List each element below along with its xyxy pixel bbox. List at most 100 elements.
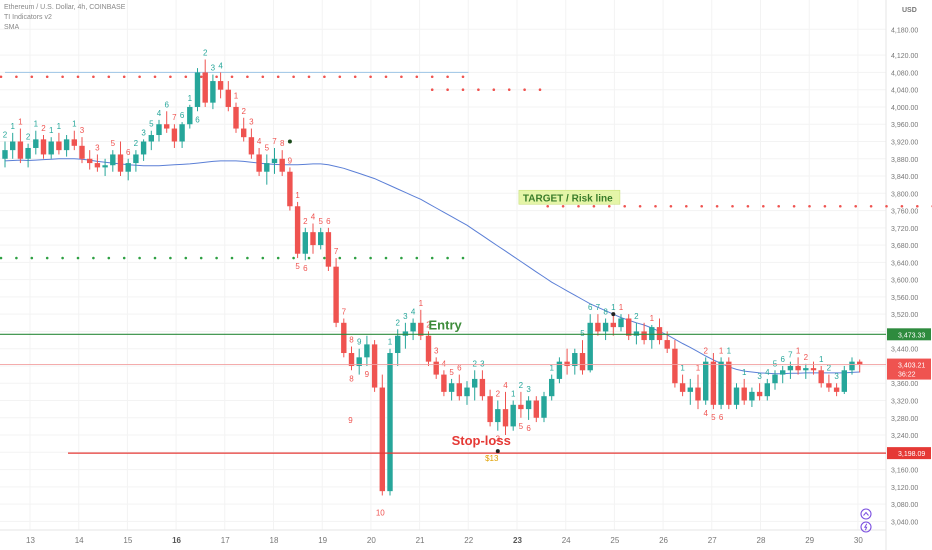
candle-body[interactable] bbox=[164, 124, 170, 129]
candle-body[interactable] bbox=[210, 81, 216, 103]
candle-body[interactable] bbox=[749, 391, 755, 401]
candle-body[interactable] bbox=[179, 124, 185, 142]
candle-body[interactable] bbox=[279, 158, 285, 172]
candle-body[interactable] bbox=[171, 128, 178, 142]
candle-body[interactable] bbox=[56, 141, 62, 151]
candle-body[interactable] bbox=[425, 335, 432, 362]
candle-body[interactable] bbox=[803, 368, 809, 371]
candle-body[interactable] bbox=[818, 370, 824, 384]
candle-body[interactable] bbox=[63, 139, 70, 151]
candle-body[interactable] bbox=[333, 266, 339, 323]
candle-body[interactable] bbox=[795, 365, 801, 371]
candle-body[interactable] bbox=[371, 344, 378, 388]
candle-body[interactable] bbox=[618, 318, 624, 328]
candle-body[interactable] bbox=[857, 361, 863, 365]
lightning-icon[interactable] bbox=[860, 521, 872, 533]
candle-body[interactable] bbox=[233, 106, 239, 129]
candle-body[interactable] bbox=[133, 154, 139, 164]
candle-body[interactable] bbox=[541, 396, 547, 418]
candle-body[interactable] bbox=[140, 141, 147, 155]
candle-body[interactable] bbox=[464, 387, 470, 397]
candle-body[interactable] bbox=[341, 322, 347, 354]
candle-body[interactable] bbox=[679, 383, 686, 392]
candle-body[interactable] bbox=[810, 368, 817, 371]
candle-body[interactable] bbox=[849, 361, 855, 371]
candle-body[interactable] bbox=[780, 370, 786, 375]
candle-body[interactable] bbox=[672, 348, 678, 384]
candle-body[interactable] bbox=[71, 139, 77, 146]
candle-body[interactable] bbox=[25, 147, 31, 159]
candle-body[interactable] bbox=[626, 318, 632, 336]
candle-body[interactable] bbox=[833, 387, 840, 392]
candle-body[interactable] bbox=[264, 163, 270, 172]
candle-body[interactable] bbox=[33, 139, 39, 148]
candle-body[interactable] bbox=[256, 154, 262, 172]
candle-body[interactable] bbox=[656, 327, 663, 341]
candle-body[interactable] bbox=[456, 383, 462, 397]
candle-body[interactable] bbox=[510, 404, 516, 427]
candle-body[interactable] bbox=[379, 387, 385, 492]
candle-body[interactable] bbox=[94, 163, 101, 168]
candle-body[interactable] bbox=[441, 374, 447, 392]
candle-body[interactable] bbox=[718, 361, 724, 405]
candle-body[interactable] bbox=[217, 81, 224, 90]
candle-body[interactable] bbox=[102, 165, 108, 168]
candle-body[interactable] bbox=[271, 158, 278, 164]
candle-body[interactable] bbox=[495, 409, 501, 423]
candle-body[interactable] bbox=[117, 154, 124, 172]
candle-body[interactable] bbox=[756, 391, 763, 397]
candle-body[interactable] bbox=[125, 163, 131, 172]
candle-body[interactable] bbox=[479, 378, 486, 397]
candle-body[interactable] bbox=[348, 353, 355, 366]
candle-body[interactable] bbox=[148, 135, 154, 142]
candle-body[interactable] bbox=[40, 139, 47, 155]
candle-body[interactable] bbox=[579, 353, 586, 371]
candle-body[interactable] bbox=[17, 141, 24, 159]
candle-body[interactable] bbox=[364, 344, 370, 358]
candle-body[interactable] bbox=[772, 374, 778, 384]
candle-body[interactable] bbox=[664, 340, 670, 349]
candle-body[interactable] bbox=[356, 357, 362, 366]
candle-body[interactable] bbox=[156, 124, 162, 136]
candle-body[interactable] bbox=[79, 145, 85, 159]
candle-body[interactable] bbox=[695, 387, 701, 401]
candle-body[interactable] bbox=[733, 387, 740, 405]
candle-body[interactable] bbox=[418, 322, 424, 336]
candle-body[interactable] bbox=[287, 171, 293, 207]
candle-body[interactable] bbox=[325, 232, 332, 267]
candle-body[interactable] bbox=[703, 361, 709, 401]
candle-body[interactable] bbox=[194, 72, 201, 107]
candle-body[interactable] bbox=[302, 232, 308, 254]
candle-body[interactable] bbox=[595, 322, 601, 332]
candle-body[interactable] bbox=[87, 158, 93, 164]
candle-body[interactable] bbox=[433, 361, 439, 375]
candle-body[interactable] bbox=[248, 137, 255, 155]
candle-body[interactable] bbox=[525, 400, 532, 410]
scroll-up-icon[interactable] bbox=[860, 508, 872, 520]
candle-body[interactable] bbox=[241, 128, 247, 138]
candle-body[interactable] bbox=[318, 232, 324, 246]
candle-body[interactable] bbox=[110, 154, 116, 166]
candle-body[interactable] bbox=[649, 327, 655, 341]
candle-body[interactable] bbox=[225, 89, 231, 107]
candle-body[interactable] bbox=[602, 322, 609, 332]
candle-body[interactable] bbox=[687, 387, 693, 392]
candle-body[interactable] bbox=[710, 361, 717, 405]
candle-body[interactable] bbox=[395, 335, 401, 354]
candle-body[interactable] bbox=[841, 370, 847, 392]
candle-body[interactable] bbox=[294, 206, 301, 254]
candle-body[interactable] bbox=[726, 361, 732, 405]
candle-body[interactable] bbox=[48, 141, 54, 155]
candle-body[interactable] bbox=[641, 331, 647, 341]
candle-body[interactable] bbox=[518, 404, 524, 410]
candle-body[interactable] bbox=[187, 106, 193, 125]
candle-body[interactable] bbox=[472, 378, 478, 388]
candle-body[interactable] bbox=[410, 322, 416, 332]
candle-body[interactable] bbox=[448, 383, 455, 392]
candle-body[interactable] bbox=[633, 331, 640, 336]
candle-body[interactable] bbox=[310, 232, 316, 246]
candle-body[interactable] bbox=[487, 396, 493, 423]
candle-body[interactable] bbox=[764, 383, 770, 397]
candle-body[interactable] bbox=[556, 361, 563, 379]
